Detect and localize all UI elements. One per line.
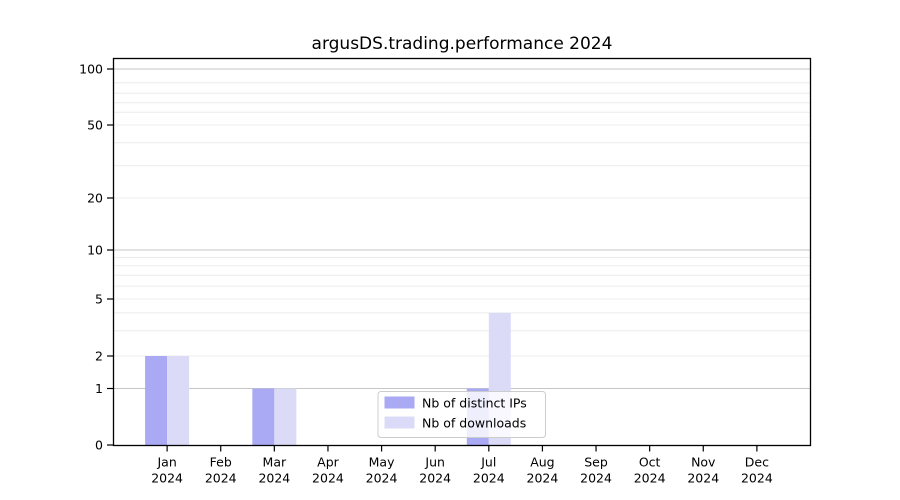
x-tick-label-year: 2024: [473, 471, 505, 486]
x-tick-label-year: 2024: [366, 471, 398, 486]
y-tick-label: 1: [95, 381, 103, 396]
y-tick-label: 100: [79, 62, 103, 77]
bar-jan-downloads: [167, 356, 190, 445]
x-tick-label-month: Jan: [156, 455, 176, 470]
y-tick-label: 0: [95, 438, 103, 453]
x-tick-label-month: Jun: [424, 455, 445, 470]
axes-frame: [112, 57, 812, 447]
y-tick-label: 50: [87, 118, 103, 133]
x-tick-label-year: 2024: [419, 471, 451, 486]
y-tick-label: 2: [95, 349, 103, 364]
x-tick-label-month: Jul: [480, 455, 496, 470]
x-tick-label-year: 2024: [205, 471, 237, 486]
x-tick-label-year: 2024: [687, 471, 719, 486]
x-tick-label-month: Mar: [263, 455, 287, 470]
x-tick-label-month: May: [369, 455, 395, 470]
x-tick-label-month: Apr: [317, 455, 339, 470]
x-tick-label-year: 2024: [258, 471, 290, 486]
legend-label-downloads: Nb of downloads: [422, 416, 526, 431]
x-tick-label-month: Dec: [745, 455, 769, 470]
x-tick-label-month: Aug: [530, 455, 554, 470]
y-tick-label: 5: [95, 292, 103, 307]
x-tick-label-month: Oct: [639, 455, 661, 470]
legend-box: [377, 391, 546, 438]
bar-mar-downloads: [274, 388, 297, 445]
y-tick-label: 20: [87, 191, 103, 206]
x-tick-label-month: Feb: [210, 455, 232, 470]
legend-swatch-distinct-ips: [384, 396, 415, 409]
x-tick-label-year: 2024: [580, 471, 612, 486]
x-tick-label-month: Nov: [691, 455, 716, 470]
x-tick-label-year: 2024: [741, 471, 773, 486]
x-tick-label-year: 2024: [634, 471, 666, 486]
x-tick-label-year: 2024: [151, 471, 183, 486]
x-tick-label-year: 2024: [312, 471, 344, 486]
chart-title: argusDS.trading.performance 2024: [311, 34, 613, 54]
bar-jan-distinct-ips: [145, 356, 168, 445]
legend-label-distinct-ips: Nb of distinct IPs: [422, 396, 527, 411]
bar-mar-distinct-ips: [252, 388, 275, 445]
y-tick-label: 10: [87, 243, 103, 258]
legend-swatch-downloads: [384, 416, 415, 429]
x-tick-label-month: Sep: [584, 455, 608, 470]
x-tick-label-year: 2024: [527, 471, 559, 486]
